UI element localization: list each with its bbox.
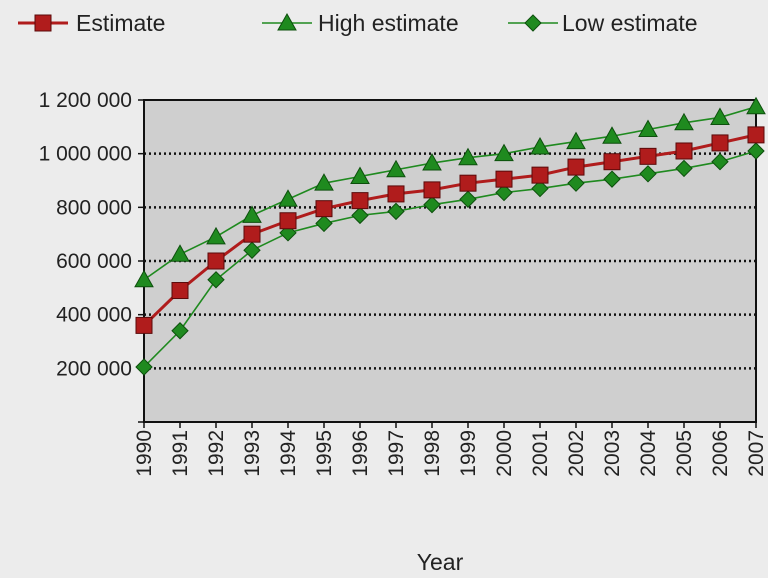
data-point-high-estimate [638,119,658,138]
x-tick-label: 2003 [601,430,624,477]
data-point-estimate [351,192,369,210]
data-point-high-estimate [602,126,622,144]
x-tick-label: 1992 [205,430,228,477]
data-point-high-estimate [278,189,298,207]
data-point-high-estimate [134,269,154,288]
data-point-estimate [711,134,729,152]
data-point-estimate [423,181,441,199]
series-estimate [135,126,765,334]
x-tick-label: 1999 [457,430,480,477]
data-point-low-estimate [459,190,477,208]
legend-label: High estimate [318,10,459,36]
series-high-estimate [134,96,766,288]
legend: Estimate High estimate Low estimate [18,10,698,36]
data-point-high-estimate [170,244,190,262]
data-point-estimate [387,185,405,203]
data-point-high-estimate [386,159,406,178]
data-point-high-estimate [494,143,514,162]
data-point-low-estimate [531,179,549,198]
legend-item-high-estimate: High estimate [262,10,459,36]
data-point-estimate [675,142,693,160]
legend-item-low-estimate: Low estimate [508,10,698,36]
y-axis: 200 000 400 000 600 000 800 000 1 000 000 1 2… [39,89,144,423]
data-point-estimate [243,225,261,243]
data-point-high-estimate [710,107,730,125]
data-point-low-estimate [171,322,189,340]
data-point-low-estimate [387,202,405,221]
data-point-high-estimate [746,96,766,115]
x-tick-label: 1991 [169,430,192,477]
x-tick-label: 2006 [709,430,732,477]
data-point-high-estimate [422,153,442,171]
data-point-low-estimate [243,241,261,259]
data-point-estimate [531,166,549,184]
data-point-low-estimate [207,271,225,289]
data-point-estimate [279,212,297,230]
x-tick-label: 2000 [493,430,516,477]
data-point-low-estimate [675,159,693,178]
data-point-low-estimate [567,174,585,192]
x-tick-label: 1998 [421,430,444,477]
data-point-estimate [747,126,765,144]
y-tick-label: 600 000 [56,250,132,273]
legend-marker [34,14,52,32]
x-tick-label: 1996 [349,430,372,477]
data-point-estimate [603,153,621,171]
x-tick-label: 2004 [637,430,660,477]
x-tick-label: 1995 [313,430,336,477]
y-tick-label: 1 000 000 [39,143,132,166]
data-point-low-estimate [423,195,441,214]
x-axis: 1990 1991 1992 1993 1994 1995 1996 1997 1998 1999… [133,422,768,477]
x-tick-label: 1997 [385,430,408,477]
data-point-high-estimate [458,147,478,166]
legend-item-estimate: Estimate [18,10,165,36]
data-point-estimate [171,282,189,300]
data-point-low-estimate [351,206,369,225]
legend-marker [277,12,297,31]
data-point-estimate [459,174,477,192]
data-point-high-estimate [206,226,226,245]
data-point-low-estimate [135,358,153,376]
x-tick-label: 2007 [745,430,768,477]
legend-marker [524,14,542,32]
y-tick-label: 800 000 [56,196,132,219]
y-tick-label: 200 000 [56,357,132,380]
x-tick-label: 1990 [133,430,156,477]
data-point-low-estimate [639,165,657,183]
data-point-high-estimate [674,112,694,131]
x-tick-label: 2005 [673,430,696,477]
legend-label: Estimate [76,10,165,36]
legend-label: Low estimate [562,10,698,36]
x-axis-label: Year [417,549,464,575]
data-point-estimate [135,316,153,334]
data-point-estimate [567,158,585,176]
x-tick-label: 1994 [277,430,300,477]
data-point-low-estimate [603,170,621,188]
x-tick-label: 2001 [529,430,552,477]
x-tick-label: 1993 [241,430,264,477]
series-low-estimate [135,142,765,376]
y-tick-label: 1 200 000 [39,89,132,112]
series-group [134,96,766,376]
data-point-low-estimate [747,142,765,160]
data-point-high-estimate [242,205,262,223]
data-point-low-estimate [495,183,513,202]
data-point-high-estimate [350,166,370,184]
data-point-estimate [639,147,657,165]
data-point-high-estimate [566,131,586,150]
data-point-high-estimate [530,136,550,155]
y-tick-label: 400 000 [56,304,132,327]
data-point-high-estimate [314,173,334,191]
data-point-estimate [495,170,513,188]
data-point-low-estimate [711,153,729,171]
data-point-estimate [207,252,225,270]
x-tick-label: 2002 [565,430,588,477]
data-point-estimate [315,200,333,218]
data-point-low-estimate [315,214,333,233]
